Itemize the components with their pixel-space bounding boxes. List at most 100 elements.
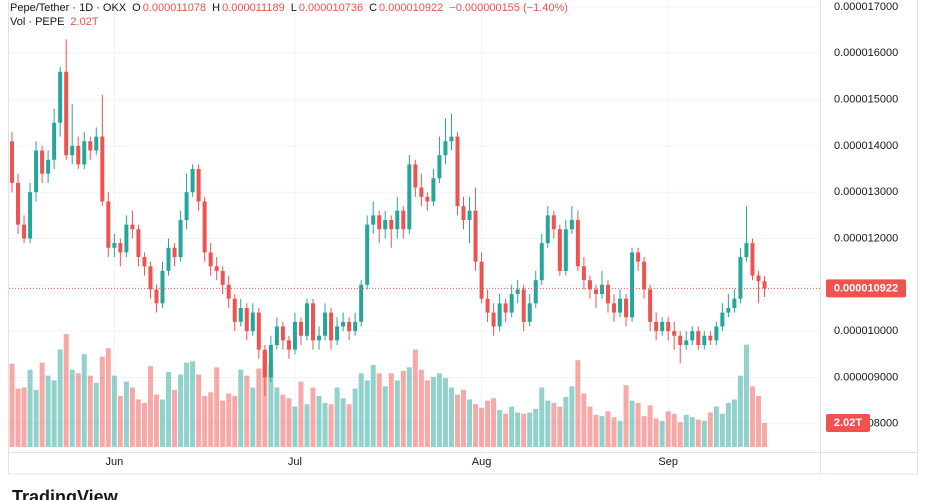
volume-bar [141,402,147,447]
candle-body [178,219,183,258]
candle-body [527,303,532,322]
volume-bar [304,404,310,447]
volume-bar [551,402,557,447]
volume-bar [166,372,172,447]
candle-body [40,150,45,174]
candle-body [292,321,297,350]
volume-bar [677,422,683,447]
candle-body [672,331,677,336]
volume-bar [689,417,695,447]
l-label: L [290,2,297,14]
volume-bar [406,367,412,447]
volume-bar [190,361,196,447]
candle-body [509,294,514,313]
volume-bar [45,375,51,447]
candle-body [172,247,177,258]
candle-body [666,321,671,332]
volume-bar [617,420,623,447]
candle-body [10,141,14,183]
candle-body [612,303,616,313]
volume-bar [57,349,63,447]
candle-body [413,164,418,188]
candle-body [395,210,400,230]
candle-body [359,284,364,322]
volume-bar [316,395,322,447]
volume-bar [400,370,406,447]
volume-bar [117,395,123,447]
volume-value-label: 2.02T [834,417,862,429]
candle-body [76,145,81,165]
frame [8,0,918,475]
candle-body [581,266,586,281]
candle-body [545,215,550,244]
candle-body [244,307,249,332]
candle-body [250,312,255,332]
ohlc-row: Pepe/Tether · 1D · OKX O 0.000011078 H 0.000… [10,1,574,15]
volume-bar [214,367,220,447]
candle-body [28,192,33,239]
candle-body [154,289,159,304]
vol-label: Vol · PEPE [10,16,65,28]
volume-bar [442,378,448,447]
candle-body [750,243,755,276]
volume-bar [63,334,69,447]
candle-body [726,307,731,313]
volume-bar [388,373,394,447]
volume-bar [15,388,21,447]
candle-body [569,219,574,230]
volume-bar [479,407,485,447]
volume-bar [491,398,497,447]
candle-body [166,247,171,271]
candle-body [365,224,370,285]
candle-body [34,150,39,193]
volume-bar [593,414,599,447]
y-tick-label: 0.000014000 [834,140,898,152]
o-label: O [132,2,141,14]
volume-bar [737,375,743,447]
volume-bar [232,395,238,447]
volume-bar [605,411,611,447]
volume-bar [99,356,105,447]
candle-body [660,321,665,332]
candle-body [467,210,472,220]
volume-bar [238,369,244,447]
volume-bar [430,376,436,447]
volume-bar [473,404,479,447]
candle-body [280,326,285,341]
y-tick-label: 0.000012000 [834,232,898,244]
volume-bar [412,349,418,447]
volume-bar [461,389,466,447]
volume-bar [352,388,358,447]
volume-bar [623,385,629,447]
candle-body [539,243,544,281]
low-value: 0.000010736 [298,2,364,14]
candle-body [220,270,225,285]
candle-body [762,281,767,289]
volume-bar [69,369,75,447]
volume-bar [448,387,454,447]
candle-body [335,326,340,341]
candle-body [124,224,129,253]
candle-body [738,257,743,299]
y-tick-label: 0.000013000 [834,186,898,198]
candle-body [371,215,376,225]
volume-bar [364,380,370,447]
candle-body [708,335,713,341]
change-value: −0.000000155 (−1.40%) [449,2,568,14]
candle-body [624,298,629,318]
y-tick-label: 0.000016000 [834,47,898,59]
volume-bar [129,387,135,447]
volume-bar [208,392,214,447]
volume-bar [563,397,569,447]
volume-bar [334,387,340,447]
volume-bar [581,393,587,447]
candle-body [401,210,406,230]
volume-bar [256,368,262,447]
candle-body [654,321,659,332]
volume-bar [322,402,328,447]
candle-body [317,335,322,341]
volume-bar [33,389,39,447]
candle-body [575,219,580,267]
candle-body [142,257,147,267]
symbol: Pepe/Tether · 1D · OKX [10,2,127,14]
